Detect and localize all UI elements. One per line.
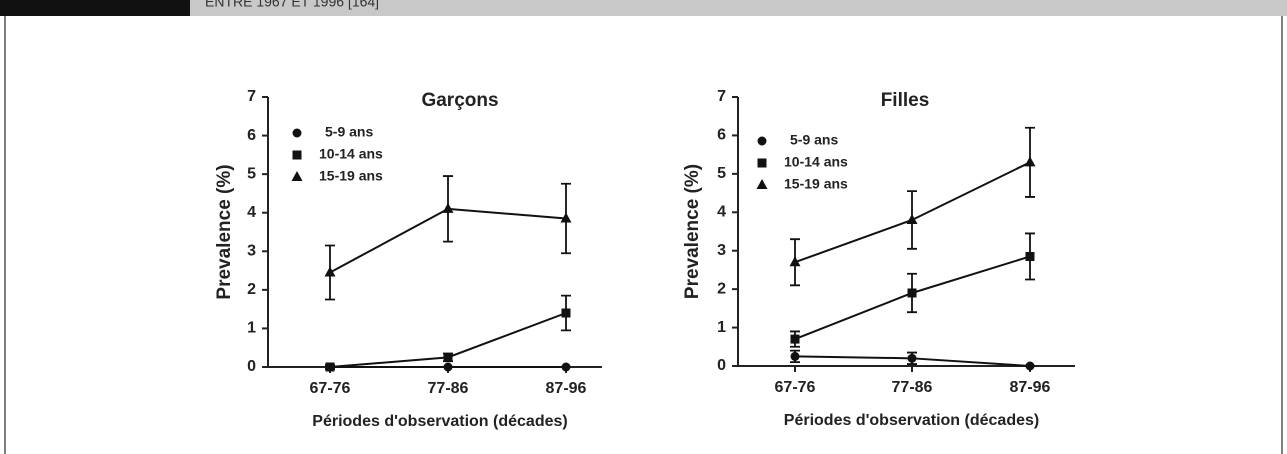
y-tick-label: 3	[717, 242, 726, 259]
legend-label: 10-14 ans	[319, 146, 383, 162]
x-tick-label: 77-86	[892, 379, 933, 396]
header-bar	[190, 0, 1287, 16]
x-axis-label: Périodes d'observation (décades)	[784, 412, 1039, 429]
marker	[789, 256, 801, 267]
y-tick-label: 5	[247, 165, 256, 182]
header-text: ENTRE 1967 ET 1996 [164]	[205, 0, 379, 10]
marker	[561, 308, 571, 318]
y-tick-label: 1	[247, 320, 256, 337]
x-tick-label: 67-76	[775, 379, 816, 396]
y-axis-label: Prevalence (%)	[682, 164, 703, 299]
y-tick-label: 4	[717, 204, 726, 221]
marker	[292, 150, 302, 160]
x-axis-label: Périodes d'observation (décades)	[312, 413, 567, 430]
marker	[907, 288, 917, 298]
marker	[756, 179, 768, 189]
x-tick-label: 87-96	[546, 380, 587, 397]
legend-label: 5-9 ans	[325, 124, 373, 140]
y-tick-label: 0	[717, 357, 726, 374]
marker	[292, 128, 302, 138]
chart-title: Filles	[881, 90, 930, 111]
marker	[443, 352, 453, 362]
marker	[442, 202, 454, 213]
marker	[443, 362, 453, 372]
y-tick-label: 7	[717, 88, 726, 105]
marker	[757, 158, 767, 168]
header-block	[0, 0, 190, 16]
y-tick-label: 0	[247, 358, 256, 375]
marker	[324, 266, 336, 277]
legend-label: 5-9 ans	[790, 132, 838, 148]
y-tick-label: 1	[717, 319, 726, 336]
x-tick-label: 67-76	[310, 380, 351, 397]
legend-label: 15-19 ans	[319, 168, 383, 184]
marker	[560, 212, 572, 223]
marker	[291, 171, 303, 181]
y-tick-label: 2	[247, 281, 256, 298]
x-tick-label: 87-96	[1010, 379, 1051, 396]
x-tick-label: 77-86	[428, 380, 469, 397]
marker	[907, 353, 917, 363]
chart-title: Garçons	[421, 90, 498, 111]
y-tick-label: 7	[247, 88, 256, 105]
y-tick-label: 4	[247, 204, 256, 221]
marker	[561, 362, 571, 372]
y-tick-label: 3	[247, 243, 256, 260]
y-tick-label: 5	[717, 165, 726, 182]
marker	[757, 136, 767, 146]
legend-label: 10-14 ans	[784, 154, 848, 170]
y-axis-label: Prevalence (%)	[214, 164, 235, 299]
marker	[790, 334, 800, 344]
y-tick-label: 2	[717, 280, 726, 297]
marker	[1024, 156, 1036, 167]
marker	[1025, 251, 1035, 261]
marker	[790, 351, 800, 361]
marker	[325, 362, 335, 372]
y-tick-label: 6	[247, 127, 256, 144]
legend-label: 15-19 ans	[784, 176, 848, 192]
marker	[1025, 361, 1035, 371]
y-tick-label: 6	[717, 127, 726, 144]
marker	[906, 213, 918, 224]
